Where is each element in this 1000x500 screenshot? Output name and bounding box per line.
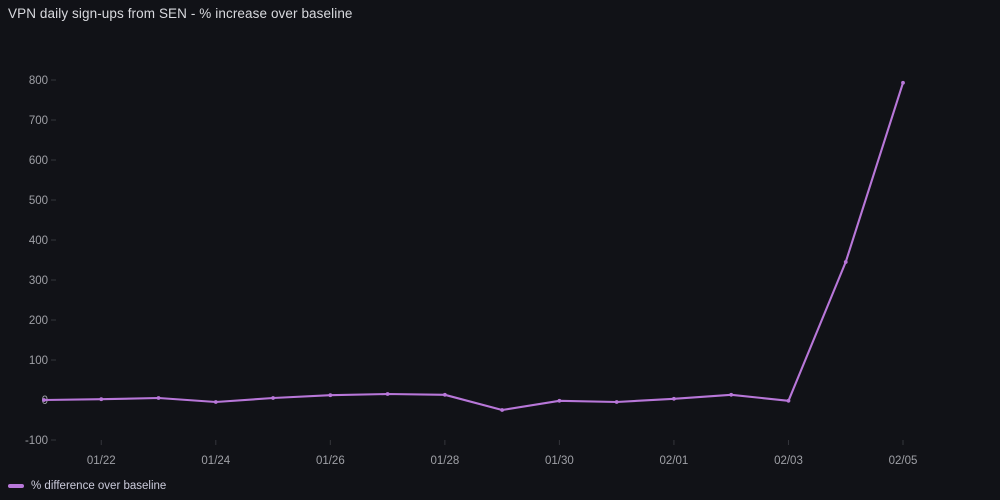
x-axis-tick-label: 01/26 [316,455,345,466]
series-data-point[interactable] [672,396,676,401]
y-axis-tick-label: 700 [29,115,48,127]
legend-color-swatch [8,484,24,488]
plot-area: -1000100200300400500600700800 01/2201/24… [0,36,1000,466]
y-axis-tick-label: 600 [29,155,48,167]
x-axis-tick-label: 02/01 [660,455,689,466]
y-axis-tick-label: 500 [29,195,48,207]
series-data-point[interactable] [442,392,447,397]
series-data-point[interactable] [500,408,505,412]
y-axis-tick-label: -100 [25,435,48,447]
y-axis-tick-label: 100 [29,355,48,367]
y-axis-tick-label: 300 [29,275,48,287]
y-axis-tick-label: 200 [29,315,48,327]
y-axis: -1000100200300400500600700800 [25,75,56,447]
series-layer [42,80,905,412]
x-axis: 01/22 01/24 01/26 01/28 01/30 02/01 02/03 02/05 [87,440,918,466]
series-data-point[interactable] [614,400,619,404]
series-data-point[interactable] [271,396,275,400]
line-chart-svg: -1000100200300400500600700800 01/2201/24… [25,75,918,466]
series-data-point[interactable] [328,393,333,398]
series-data-point[interactable] [901,80,905,85]
x-axis-tick-label: 01/30 [545,455,574,466]
panel-title: VPN daily sign-ups from SEN - % increase… [8,6,353,21]
x-axis-tick-label: 01/24 [201,455,230,466]
legend-item-series-0[interactable]: % difference over baseline [8,480,166,492]
series-data-point[interactable] [156,396,161,400]
series-line [42,81,905,412]
x-axis-tick-label: 01/22 [87,455,116,466]
y-axis-tick-label: 800 [29,75,48,87]
series-data-point[interactable] [42,398,46,402]
chart-legend: % difference over baseline [8,480,166,492]
series-data-point[interactable] [385,392,390,396]
x-axis-tick-label: 02/05 [889,455,918,466]
series-data-point[interactable] [213,400,218,404]
y-axis-tick-label: 400 [29,235,48,247]
series-data-point[interactable] [557,398,562,403]
series-data-point[interactable] [729,392,734,397]
legend-item-label: % difference over baseline [31,480,167,492]
series-data-point[interactable] [99,397,104,402]
series-data-point[interactable] [843,260,848,264]
x-axis-tick-label: 02/03 [774,455,803,466]
series-data-point[interactable] [786,398,791,403]
x-axis-tick-label: 01/28 [430,455,459,466]
